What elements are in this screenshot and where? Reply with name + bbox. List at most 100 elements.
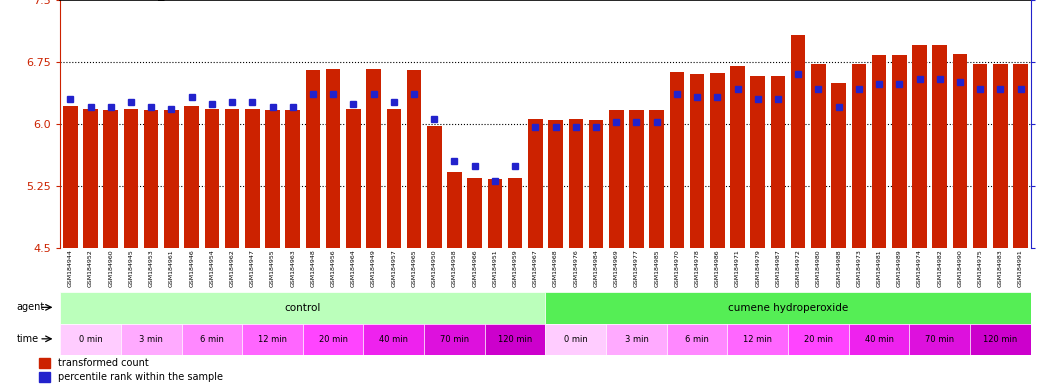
Text: transformed count: transformed count <box>58 358 148 368</box>
Bar <box>124 109 138 248</box>
Bar <box>363 324 425 355</box>
Text: GSM184987: GSM184987 <box>775 249 781 287</box>
Bar <box>185 106 199 248</box>
Text: GSM184963: GSM184963 <box>291 249 295 287</box>
Text: GSM184954: GSM184954 <box>210 249 215 287</box>
Bar <box>993 64 1008 248</box>
Text: GSM184988: GSM184988 <box>837 249 841 286</box>
Bar <box>467 178 482 248</box>
Text: GSM184965: GSM184965 <box>411 249 416 286</box>
Text: GSM184975: GSM184975 <box>978 249 983 287</box>
Text: GSM184989: GSM184989 <box>897 249 902 287</box>
Bar <box>303 324 363 355</box>
Bar <box>1013 64 1028 248</box>
Text: agent: agent <box>17 302 45 312</box>
Text: GSM184991: GSM184991 <box>1018 249 1023 287</box>
Bar <box>164 110 179 248</box>
Bar <box>670 72 684 248</box>
Text: 3 min: 3 min <box>139 335 163 344</box>
Text: GSM184952: GSM184952 <box>88 249 93 287</box>
Bar <box>872 55 886 248</box>
Text: GSM184958: GSM184958 <box>452 249 457 286</box>
Text: GSM184990: GSM184990 <box>957 249 962 287</box>
Text: 0 min: 0 min <box>79 335 103 344</box>
Bar <box>386 109 401 248</box>
Text: GSM184985: GSM184985 <box>654 249 659 286</box>
Text: GSM184982: GSM184982 <box>937 249 943 287</box>
Bar <box>953 54 967 248</box>
Bar <box>892 55 906 248</box>
Bar <box>225 109 240 248</box>
Text: GSM184971: GSM184971 <box>735 249 740 287</box>
Bar <box>242 324 303 355</box>
Text: 12 min: 12 min <box>258 335 288 344</box>
Text: 40 min: 40 min <box>379 335 408 344</box>
Bar <box>60 324 120 355</box>
Text: GSM184945: GSM184945 <box>129 249 134 287</box>
Text: 20 min: 20 min <box>319 335 348 344</box>
Text: time: time <box>17 334 39 344</box>
Bar <box>710 73 725 248</box>
Bar <box>629 110 644 248</box>
Text: GSM184968: GSM184968 <box>553 249 558 286</box>
Text: GSM184974: GSM184974 <box>917 249 922 287</box>
Bar <box>690 74 705 248</box>
Bar <box>447 172 462 248</box>
Text: percentile rank within the sample: percentile rank within the sample <box>58 372 223 382</box>
Text: GSM184946: GSM184946 <box>189 249 194 287</box>
Bar <box>182 324 242 355</box>
Bar <box>508 178 522 248</box>
Bar <box>204 109 219 248</box>
Bar <box>569 119 583 248</box>
Bar <box>750 76 765 248</box>
Bar <box>39 372 50 382</box>
Text: control: control <box>284 303 321 313</box>
Text: 120 min: 120 min <box>983 335 1017 344</box>
Bar <box>104 110 118 248</box>
Bar <box>83 109 98 248</box>
Text: GSM184944: GSM184944 <box>67 249 73 287</box>
Text: GSM184957: GSM184957 <box>391 249 397 287</box>
Bar <box>912 45 927 248</box>
Bar <box>728 324 788 355</box>
Bar <box>407 70 421 248</box>
Bar <box>285 110 300 248</box>
Text: GSM184949: GSM184949 <box>372 249 376 287</box>
Text: GSM184961: GSM184961 <box>169 249 174 286</box>
Bar <box>485 324 546 355</box>
Bar <box>63 106 78 248</box>
Bar <box>851 64 866 248</box>
Text: GSM184973: GSM184973 <box>856 249 862 287</box>
Bar <box>971 324 1031 355</box>
Bar <box>849 324 909 355</box>
Bar <box>909 324 971 355</box>
Bar <box>770 76 786 248</box>
Bar <box>650 110 664 248</box>
Text: GSM184984: GSM184984 <box>594 249 599 287</box>
Bar <box>831 83 846 248</box>
Text: GSM184950: GSM184950 <box>432 249 437 286</box>
Text: GSM184951: GSM184951 <box>492 249 497 286</box>
Text: GSM184979: GSM184979 <box>756 249 760 287</box>
Text: GSM184983: GSM184983 <box>998 249 1003 287</box>
Bar <box>488 179 502 248</box>
Text: GSM184966: GSM184966 <box>472 249 477 286</box>
Bar <box>366 70 381 248</box>
Text: GSM184977: GSM184977 <box>634 249 639 287</box>
Bar <box>326 70 340 248</box>
Text: 40 min: 40 min <box>865 335 894 344</box>
Text: GSM184978: GSM184978 <box>694 249 700 287</box>
Bar <box>666 324 728 355</box>
Bar <box>788 324 849 355</box>
Text: 0 min: 0 min <box>564 335 588 344</box>
Text: cumene hydroperoxide: cumene hydroperoxide <box>728 303 848 313</box>
Bar <box>932 45 947 248</box>
Bar <box>346 109 360 248</box>
Bar <box>548 120 563 248</box>
Bar <box>811 64 825 248</box>
Text: GSM184955: GSM184955 <box>270 249 275 286</box>
Bar <box>427 126 441 248</box>
Bar <box>606 324 666 355</box>
Text: GSM184981: GSM184981 <box>876 249 881 286</box>
Text: GSM184959: GSM184959 <box>513 249 518 287</box>
